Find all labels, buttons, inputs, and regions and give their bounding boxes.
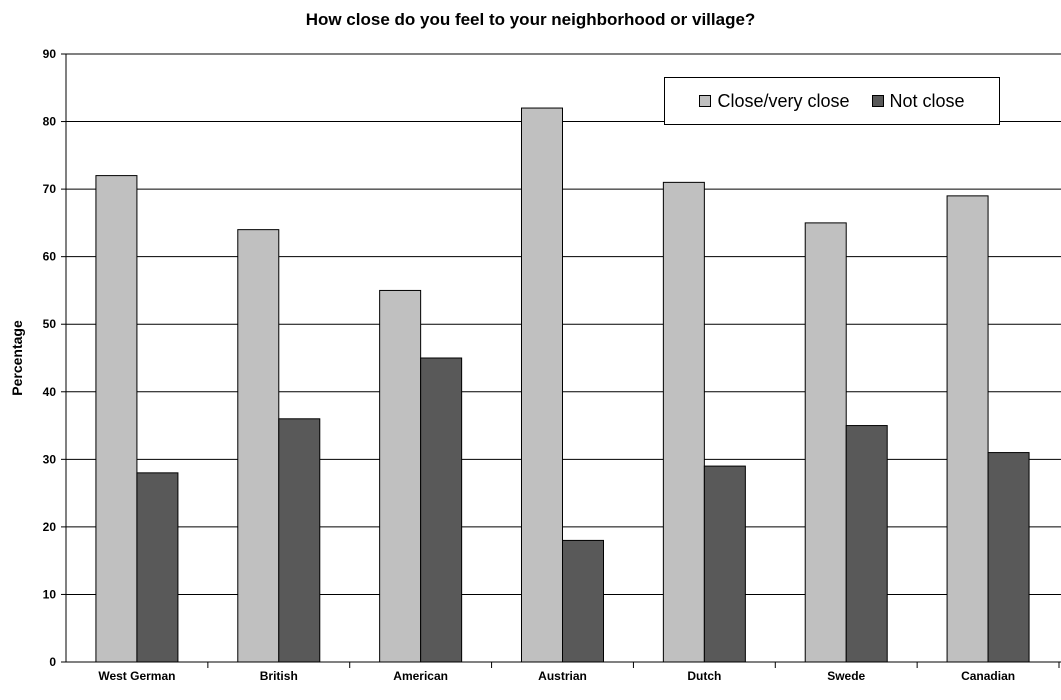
- legend-item-close: Close/very close: [699, 90, 850, 112]
- y-axis-label: Percentage: [9, 320, 25, 396]
- bar-close: [237, 229, 280, 663]
- x-tick-label: Austrian: [538, 669, 587, 683]
- bar-not-close: [562, 539, 604, 663]
- y-tick-label: 40: [43, 385, 57, 399]
- legend-swatch-not-close: [871, 95, 884, 107]
- bar-not-close: [845, 425, 888, 663]
- x-tick-label: West German: [98, 669, 175, 683]
- x-tick-label: Dutch: [687, 669, 721, 683]
- bar-close: [95, 175, 138, 663]
- y-tick-label: 60: [43, 250, 57, 264]
- bar-not-close: [136, 472, 179, 663]
- bar-close: [521, 107, 563, 663]
- legend-item-not-close: Not close: [871, 90, 965, 112]
- bar-close: [662, 181, 705, 663]
- bar-not-close: [278, 418, 321, 663]
- legend-swatch-close: [699, 95, 712, 107]
- y-tick-label: 30: [43, 452, 57, 466]
- y-tick-label: 50: [43, 317, 57, 331]
- x-tick-label: Swede: [827, 669, 865, 683]
- y-tick-label: 10: [43, 587, 57, 601]
- y-tick-label: 20: [43, 520, 57, 534]
- y-tick-label: 70: [43, 182, 57, 196]
- bar-close: [379, 289, 422, 663]
- bar-close: [946, 195, 989, 663]
- x-tick-label: British: [260, 669, 298, 683]
- legend: Close/very close Not close: [664, 77, 1000, 125]
- legend-label-close: Close/very close: [717, 90, 850, 111]
- y-tick-label: 90: [43, 47, 57, 61]
- chart-title: How close do you feel to your neighborho…: [305, 10, 756, 29]
- x-tick-label: Canadian: [961, 669, 1015, 683]
- bar-not-close: [703, 465, 746, 663]
- y-tick-label: 0: [49, 655, 56, 669]
- y-tick-label: 80: [43, 115, 57, 129]
- bar-not-close: [987, 452, 1030, 663]
- bar-not-close: [420, 357, 463, 663]
- x-tick-label: American: [393, 669, 448, 683]
- bar-close: [804, 222, 847, 663]
- legend-label-not-close: Not close: [889, 90, 965, 111]
